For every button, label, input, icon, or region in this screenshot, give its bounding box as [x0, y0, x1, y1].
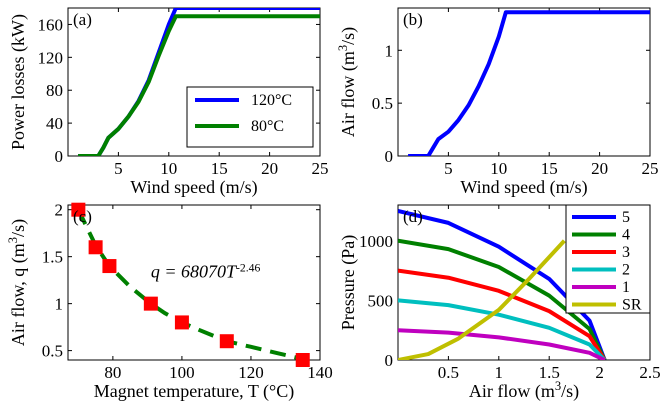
data-point — [102, 259, 117, 274]
axes-frame — [67, 204, 321, 361]
fit-equation: q = 68070T-2.46 — [151, 261, 261, 282]
fit-line — [76, 208, 304, 360]
y-tick-label: 0 — [385, 351, 394, 370]
y-tick-label: 80 — [46, 81, 63, 100]
data-point — [219, 334, 234, 349]
y-axis-label: Pressure (Pa) — [338, 235, 359, 330]
y-tick-label: 160 — [38, 15, 64, 34]
series-line-3 — [398, 268, 607, 360]
x-axis-label: Magnet temperature, T (°C) — [94, 381, 294, 402]
x-tick-label: 15 — [541, 159, 558, 178]
x-tick-label: 140 — [307, 363, 333, 382]
panel-label: (c) — [73, 207, 92, 226]
legend-entry: 3 — [622, 244, 630, 261]
y-tick-label: 1 — [55, 295, 64, 314]
panel-c: 80 100 120 140 0.5 1 1.5 2 (c) Magnet temperature… — [6, 201, 333, 402]
y-tick-label: 0 — [385, 147, 394, 166]
x-tick-label: 20 — [591, 159, 608, 178]
series-line-2 — [398, 298, 607, 360]
x-tick-label: 1 — [495, 363, 504, 382]
x-tick-label: 1.5 — [539, 363, 560, 382]
legend: 120°C 80°C — [186, 86, 314, 148]
plot-area — [76, 208, 304, 360]
y-tick-label: 1 — [385, 41, 394, 60]
x-axis-label: Air flow (m3/s) — [469, 379, 579, 402]
x-tick-label: 0.5 — [438, 363, 459, 382]
x-tick-label: 2 — [595, 363, 604, 382]
legend-entry: 80°C — [251, 118, 284, 135]
x-tick-label: 5 — [114, 159, 123, 178]
x-axis-label: Wind speed (m/s) — [130, 177, 257, 198]
legend-entry: 5 — [622, 209, 630, 226]
y-tick-label: 0 — [55, 147, 64, 166]
x-tick-label: 10 — [160, 159, 177, 178]
panel-label: (d) — [403, 207, 423, 226]
x-tick-label: 25 — [312, 159, 329, 178]
x-tick-label: 20 — [261, 159, 278, 178]
x-axis-label: Wind speed (m/s) — [460, 177, 587, 198]
y-tick-label: 1000 — [359, 232, 393, 251]
legend-entry: 2 — [622, 262, 630, 279]
data-point — [174, 315, 189, 330]
legend-entry: 120°C — [251, 92, 292, 109]
panel-label: (a) — [73, 10, 92, 29]
x-tick-label: 10 — [490, 159, 507, 178]
panel-d: 0.5 1 1.5 2 2.5 0 500 1000 (d) Air flow (m3/s) Pre… — [338, 204, 661, 402]
legend-entry: SR — [622, 297, 642, 314]
y-axis-label: Air flow (m3/s) — [336, 27, 359, 137]
panel-b: 5 10 15 20 25 0 0.5 1 (b) Wind speed (m/s) Air flo… — [336, 7, 659, 198]
x-tick-label: 15 — [211, 159, 228, 178]
y-tick-label: 0.5 — [42, 342, 63, 361]
y-tick-label: 1.5 — [42, 248, 63, 267]
plot-area — [408, 10, 650, 156]
plot-area — [398, 209, 607, 360]
panel-a: 5 10 15 20 25 0 40 80 120 160 (a) Wind speed (m/s) P… — [8, 7, 329, 198]
data-point — [88, 240, 103, 255]
plot-area — [78, 8, 320, 156]
y-axis-label: Power losses (kW) — [8, 14, 29, 150]
x-tick-label: 25 — [642, 159, 659, 178]
series-line-1 — [398, 328, 606, 360]
series-line-5 — [398, 209, 607, 360]
x-tick-label: 2.5 — [639, 363, 660, 382]
data-point — [295, 353, 310, 367]
x-tick-label: 100 — [169, 363, 195, 382]
y-tick-label: 500 — [368, 291, 394, 310]
legend-entry: 1 — [622, 279, 630, 296]
legend-entry: 4 — [622, 227, 630, 244]
x-tick-label: 80 — [104, 363, 121, 382]
y-tick-label: 40 — [46, 114, 63, 133]
x-tick-label: 5 — [444, 159, 453, 178]
panel-label: (b) — [403, 10, 423, 29]
axes-frame — [397, 7, 651, 157]
series-line-SR — [398, 239, 566, 360]
y-axis-label: Air flow, q (m3/s) — [6, 219, 29, 346]
y-tick-label: 2 — [55, 201, 64, 220]
x-tick-label: 120 — [238, 363, 264, 382]
y-tick-label: 0.5 — [372, 94, 393, 113]
series-line-80C — [78, 14, 320, 156]
data-point — [143, 296, 158, 311]
data-point — [71, 202, 86, 217]
series-line-0 — [408, 10, 650, 156]
y-tick-label: 120 — [38, 48, 64, 67]
